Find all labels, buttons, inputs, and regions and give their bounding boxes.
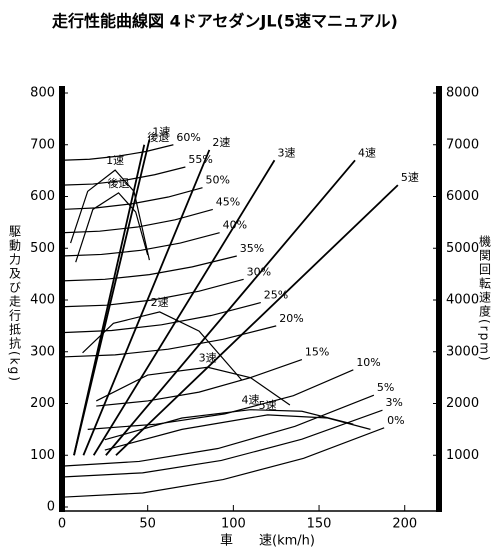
curve-label: 4速 <box>242 394 260 407</box>
force-curve <box>61 409 383 478</box>
curve-label: 5速 <box>401 171 419 184</box>
chart-title: 走行性能曲線図 4ドアセダンJL(5速マニュアル) <box>51 12 398 31</box>
y-tick-label: 800 <box>30 86 55 101</box>
curve-label: 45% <box>216 195 240 208</box>
curve-label: 3% <box>385 396 402 409</box>
curve-label: 1速 <box>152 126 170 139</box>
force-curve <box>61 144 174 161</box>
x-tick-label: 150 <box>307 517 332 532</box>
rpm-line <box>82 149 211 456</box>
curve-label: 後退 <box>147 130 169 144</box>
y2-tick-label: 4000 <box>446 293 479 308</box>
rpm-line <box>92 159 276 456</box>
curve-label: 55% <box>188 153 212 166</box>
curve-label: 0% <box>387 414 404 427</box>
curve-label: 20% <box>279 312 303 325</box>
force-curve <box>104 414 371 451</box>
y2-tick-label: 5000 <box>446 241 479 256</box>
force-curve <box>69 169 150 261</box>
rpm-line <box>115 184 399 456</box>
x-tick-label: 100 <box>221 517 246 532</box>
curve-label: 後退 <box>108 176 130 190</box>
y2-tick-label: 1000 <box>446 448 479 463</box>
x-tick-label: 200 <box>392 517 417 532</box>
force-curve <box>87 369 354 430</box>
curve-label: 50% <box>206 174 230 187</box>
y-tick-label: 700 <box>30 137 55 152</box>
curve-label: 5速 <box>259 399 277 412</box>
curve-label: 30% <box>247 265 271 278</box>
force-curve <box>61 255 237 282</box>
y-tick-label: 200 <box>30 396 55 411</box>
x-tick-label: 50 <box>139 517 156 532</box>
force-curve <box>75 192 149 263</box>
y2-tick-label: 2000 <box>446 396 479 411</box>
y-tick-label: 600 <box>30 189 55 204</box>
curve-label: 60% <box>176 131 200 144</box>
force-curve <box>61 187 203 211</box>
curve-label: 35% <box>240 242 264 255</box>
rpm-line <box>105 159 356 456</box>
force-curve <box>104 409 354 441</box>
force-curve <box>96 358 303 407</box>
y2-tick-label: 8000 <box>446 86 479 101</box>
force-curve <box>61 208 213 234</box>
curve-label: 2速 <box>212 136 230 149</box>
curve-label: 2速 <box>151 296 169 309</box>
y-tick-label: 0 <box>47 500 55 515</box>
x-tick-label: 0 <box>58 517 66 532</box>
y2-tick-label: 6000 <box>446 189 479 204</box>
curve-label: 10% <box>356 356 380 369</box>
y-axis-title: 駆動力及び走行抵抗(kg) <box>8 225 22 383</box>
force-curve <box>61 232 220 257</box>
curve-label: 4速 <box>358 146 376 159</box>
y2-tick-label: 3000 <box>446 344 479 359</box>
curve-label: 1速 <box>106 154 124 167</box>
curve-label: 3速 <box>277 146 295 159</box>
curve-label: 25% <box>264 289 288 302</box>
curve-label: 5% <box>377 381 394 394</box>
force-curve <box>61 278 244 308</box>
y-tick-label: 400 <box>30 293 55 308</box>
curve-label: 3速 <box>199 351 217 364</box>
y2-axis-bar <box>436 86 442 512</box>
y2-axis-title: 機関回転速度(rpm) <box>478 234 492 363</box>
force-curve <box>61 427 385 498</box>
rpm-line <box>73 144 146 456</box>
y-tick-label: 100 <box>30 448 55 463</box>
y-tick-label: 500 <box>30 241 55 256</box>
y-axis-bar <box>59 86 65 512</box>
curve-label: 15% <box>305 346 329 359</box>
x-axis-title: 車 速(km/h) <box>220 534 315 549</box>
y-tick-label: 300 <box>30 344 55 359</box>
y2-tick-label: 7000 <box>446 137 479 152</box>
